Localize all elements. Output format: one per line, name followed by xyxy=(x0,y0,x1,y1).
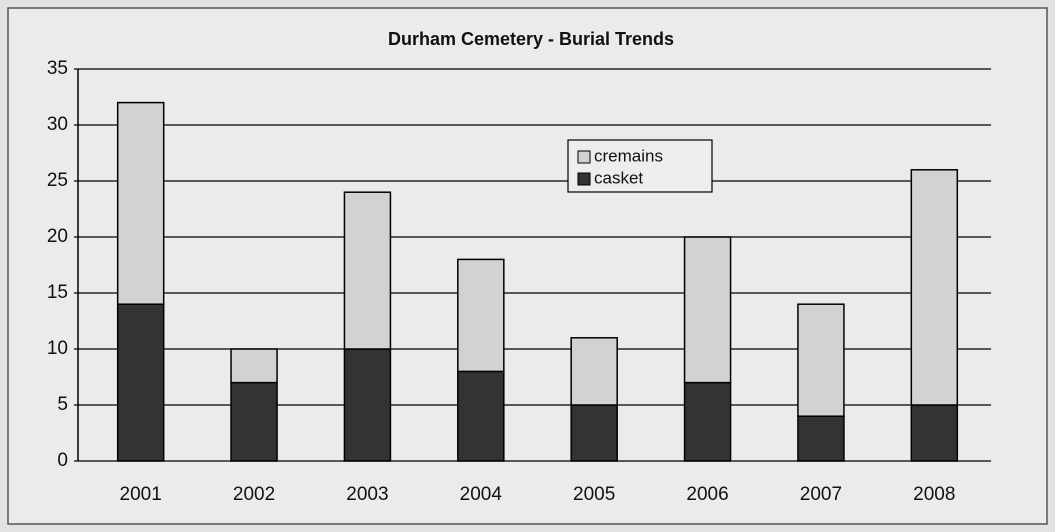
y-tick-label: 20 xyxy=(47,226,68,247)
x-tick-label: 2005 xyxy=(573,484,615,505)
bar-segment xyxy=(570,337,618,406)
bar-segment xyxy=(910,404,959,462)
y-tick-label: 0 xyxy=(57,450,68,471)
bar-segment xyxy=(343,348,392,462)
bar-segment xyxy=(910,169,959,406)
chart-frame xyxy=(7,7,1048,525)
x-tick-label: 2004 xyxy=(460,484,503,505)
bar-segment xyxy=(116,101,165,305)
legend-swatch xyxy=(577,172,591,186)
bar-segment xyxy=(797,415,845,462)
legend-box xyxy=(567,139,713,193)
legend-label: cremains xyxy=(594,146,663,165)
y-tick-label: 35 xyxy=(47,58,68,79)
bar-segment xyxy=(230,348,278,384)
bar-segment xyxy=(457,370,505,462)
bar-segment xyxy=(116,303,165,462)
y-tick-label: 25 xyxy=(47,170,68,191)
y-tick-label: 30 xyxy=(47,114,68,135)
x-tick-label: 2002 xyxy=(233,484,275,505)
bar-segment xyxy=(343,191,392,350)
y-tick-label: 10 xyxy=(47,338,68,359)
bar-segment xyxy=(230,381,278,462)
x-tick-label: 2008 xyxy=(913,484,955,505)
x-tick-label: 2006 xyxy=(686,484,728,505)
chart-title: Durham Cemetery - Burial Trends xyxy=(388,29,674,49)
x-tick-label: 2003 xyxy=(346,484,388,505)
bar-segment xyxy=(683,381,732,462)
y-tick-label: 15 xyxy=(47,282,68,303)
y-tick-label: 5 xyxy=(57,394,68,415)
bar-segment xyxy=(457,258,505,373)
legend-label: casket xyxy=(594,168,643,187)
bar-segment xyxy=(797,303,845,417)
legend-swatch xyxy=(577,150,591,164)
bar-segment xyxy=(570,404,618,462)
bar-segment xyxy=(683,236,732,384)
x-tick-label: 2007 xyxy=(800,484,842,505)
x-tick-label: 2001 xyxy=(120,484,162,505)
